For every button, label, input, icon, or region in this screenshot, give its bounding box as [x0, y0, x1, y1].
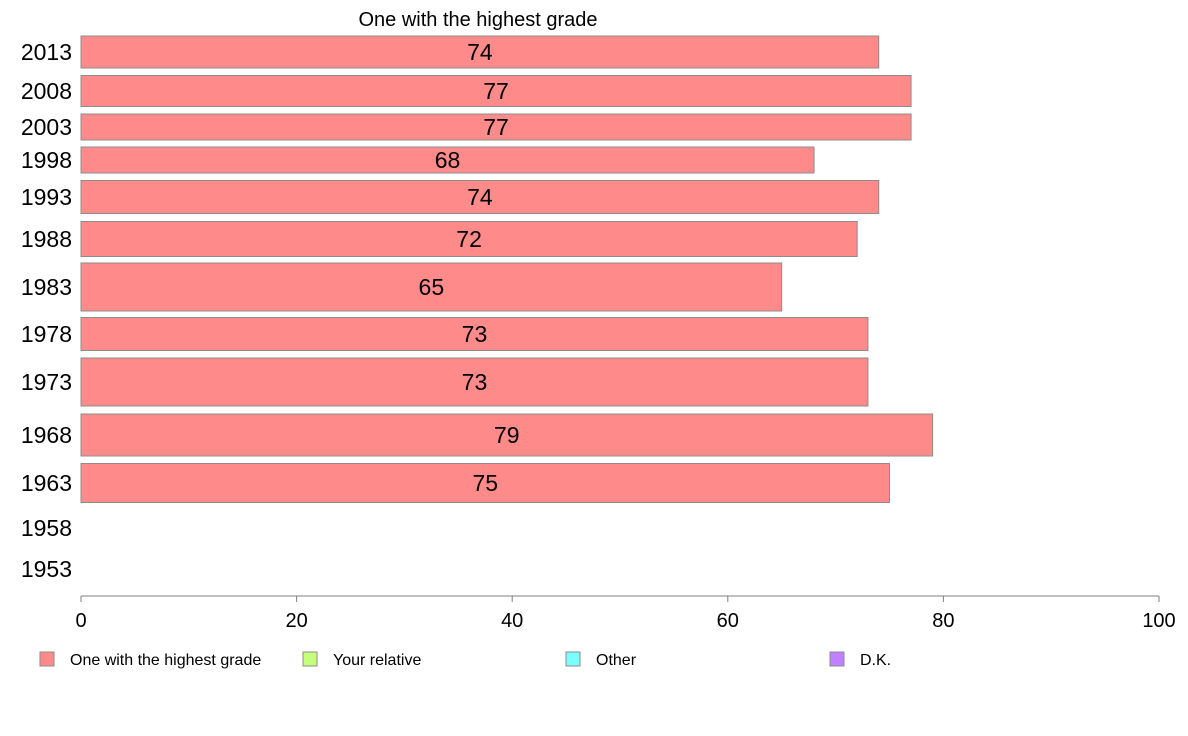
year-label-1963: 1963 [21, 470, 72, 496]
year-label-1993: 1993 [21, 184, 72, 210]
legend-label-0: One with the highest grade [70, 652, 261, 669]
chart-title: One with the highest grade [358, 9, 597, 31]
year-label-1968: 1968 [21, 422, 72, 448]
value-label-1978: 73 [462, 321, 488, 347]
bar-1963-series-0 [80, 463, 890, 503]
bars-layer: 2013 74 2008 77 2003 77 1998 68 1993 74 1988 72 1983… [21, 35, 934, 582]
legend-swatch-0 [39, 651, 55, 667]
year-label-2013: 2013 [21, 39, 72, 65]
value-label-1998: 68 [435, 147, 461, 173]
legend-label-3: D.K. [860, 652, 891, 669]
bar-1993-series-0 [80, 180, 880, 214]
bar-1998-series-0 [80, 146, 815, 174]
year-label-1998: 1998 [21, 147, 72, 173]
value-label-1993: 74 [467, 184, 493, 210]
bar-1968-series-0 [80, 413, 934, 457]
year-label-2008: 2008 [21, 78, 72, 104]
value-label-1973: 73 [462, 369, 488, 395]
year-label-1983: 1983 [21, 274, 72, 300]
x-tick-label-40: 40 [501, 610, 523, 632]
x-tick-label-60: 60 [717, 610, 739, 632]
x-axis: 0 20 40 60 80 100 [75, 595, 1176, 632]
value-label-2013: 74 [467, 39, 493, 65]
x-tick-label-20: 20 [285, 610, 307, 632]
value-label-2008: 77 [483, 78, 509, 104]
bar-2008-series-0 [80, 75, 912, 107]
value-label-1963: 75 [472, 470, 498, 496]
value-label-1983: 65 [419, 274, 445, 300]
bar-1978-series-0 [80, 317, 869, 351]
bar-1988-series-0 [80, 221, 858, 257]
year-label-2003: 2003 [21, 114, 72, 140]
x-tick-label-0: 0 [75, 610, 86, 632]
legend-label-2: Other [596, 652, 637, 669]
legend: One with the highest grade Your relative O… [39, 651, 891, 669]
bar-2013-series-0 [80, 35, 880, 69]
year-label-1978: 1978 [21, 321, 72, 347]
legend-label-1: Your relative [333, 652, 421, 669]
bar-2003-series-0 [80, 113, 912, 141]
legend-swatch-3 [829, 651, 845, 667]
value-label-2003: 77 [483, 114, 509, 140]
year-label-1958: 1958 [21, 515, 72, 541]
year-label-1973: 1973 [21, 369, 72, 395]
bar-1983-series-0 [80, 262, 783, 312]
legend-swatch-1 [302, 651, 318, 667]
bar-1973-series-0 [80, 357, 869, 407]
year-label-1988: 1988 [21, 226, 72, 252]
value-label-1968: 79 [494, 422, 520, 448]
x-tick-label-100: 100 [1142, 610, 1175, 632]
x-tick-label-80: 80 [932, 610, 954, 632]
year-label-1953: 1953 [21, 556, 72, 582]
value-label-1988: 72 [456, 226, 482, 252]
legend-swatch-2 [565, 651, 581, 667]
